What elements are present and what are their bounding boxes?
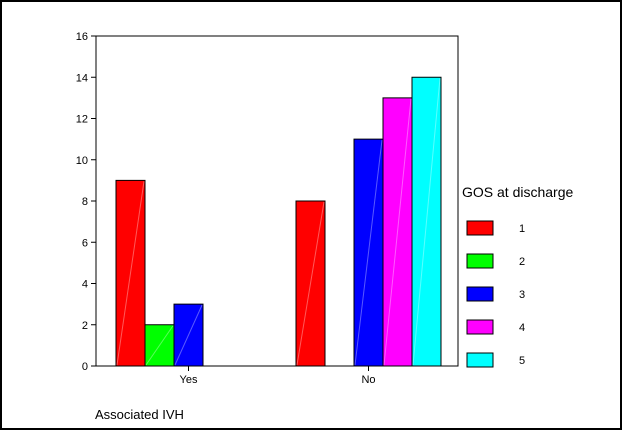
bar-highlight: [296, 201, 325, 366]
y-tick-label: 10: [76, 155, 88, 167]
legend-swatch-1: [466, 220, 494, 236]
x-tick-label: No: [361, 374, 375, 386]
bar-no-series-3: [353, 138, 384, 367]
legend-swatch-2: [466, 253, 494, 269]
y-tick-label: 0: [82, 361, 88, 373]
legend-swatch-3: [466, 286, 494, 302]
y-tick-label: 16: [76, 31, 88, 43]
legend-label-5: 5: [519, 355, 525, 367]
legend-label-3: 3: [519, 289, 525, 301]
bar-yes-series-2: [144, 324, 175, 367]
bar-highlight: [354, 140, 383, 366]
legend-label-1: 1: [519, 223, 525, 235]
legend-label-4: 4: [519, 322, 525, 334]
bar-highlight: [412, 78, 441, 366]
bar-no-series-1: [295, 200, 326, 367]
y-tick-label: 14: [76, 72, 88, 84]
y-tick-label: 4: [82, 279, 88, 291]
legend-swatch-4: [466, 319, 494, 335]
legend-title: GOS at discharge: [462, 184, 573, 200]
x-tick-label: Yes: [180, 374, 198, 386]
legend-swatch-5: [466, 352, 494, 368]
bar-no-series-5: [411, 76, 442, 367]
bar-yes-series-3: [173, 303, 204, 367]
bar-highlight: [174, 304, 203, 366]
bar-highlight: [383, 98, 412, 366]
y-tick-label: 6: [82, 237, 88, 249]
bar-highlight: [116, 181, 145, 366]
legend-label-2: 2: [519, 256, 525, 268]
y-tick-label: 2: [82, 320, 88, 332]
y-tick-label: 12: [76, 114, 88, 126]
bar-highlight: [145, 325, 174, 366]
y-tick-label: 8: [82, 196, 88, 208]
x-axis-title: Associated IVH: [95, 407, 184, 422]
bar-yes-series-1: [115, 179, 146, 367]
